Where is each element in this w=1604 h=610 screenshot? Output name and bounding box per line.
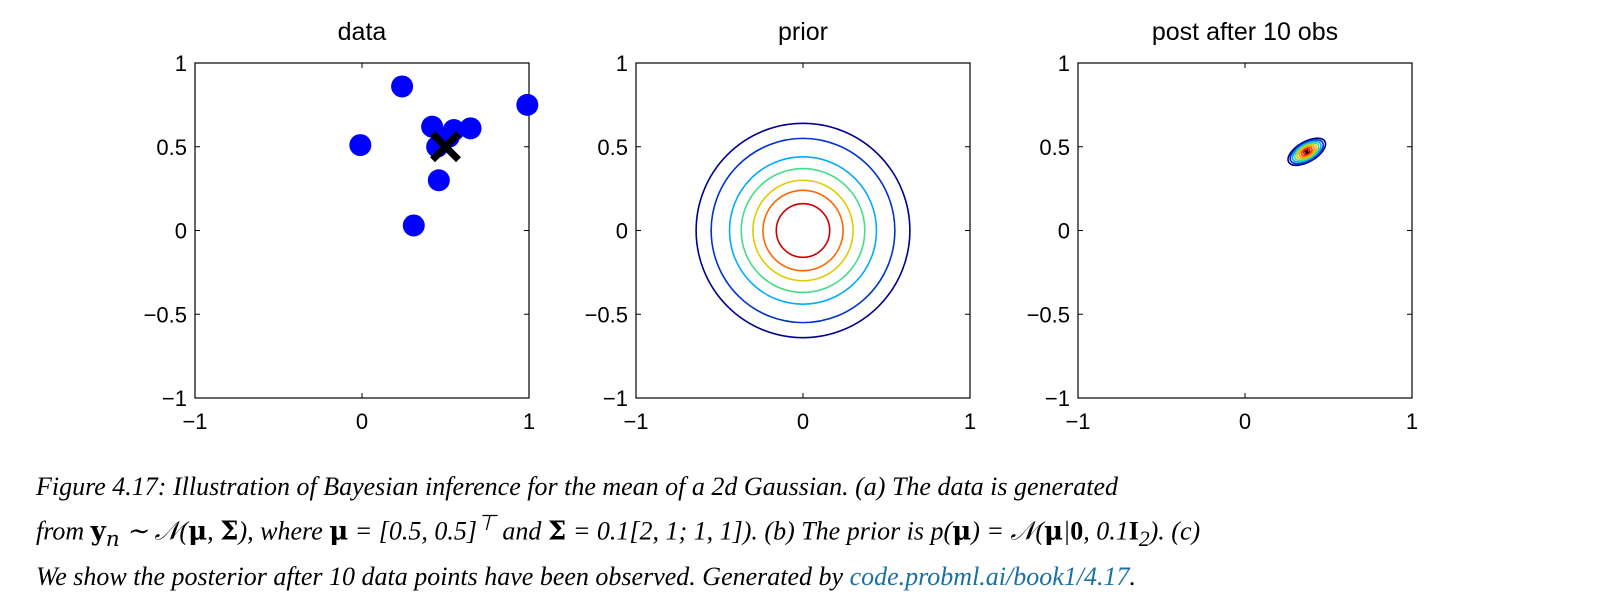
data-point bbox=[516, 93, 539, 116]
y-tick-label: 0.5 bbox=[156, 135, 187, 160]
math-transpose: ⊤ bbox=[477, 511, 496, 535]
data-points bbox=[349, 75, 539, 237]
contour-line bbox=[695, 122, 911, 339]
axis-ticks: −1 0 1 1 0.5 0 −0.5 −1 bbox=[1027, 51, 1419, 434]
caption-text: = [0.5, 0.5] bbox=[348, 516, 478, 546]
caption-text: . bbox=[1129, 561, 1137, 591]
data-point bbox=[421, 115, 444, 138]
y-tick-label: 1 bbox=[1058, 51, 1070, 76]
y-tick-label: −1 bbox=[162, 386, 187, 411]
y-tick-label: 1 bbox=[616, 51, 628, 76]
y-tick-label: −0.5 bbox=[585, 302, 628, 327]
caption-line-3: We show the posterior after 10 data poin… bbox=[36, 558, 1576, 595]
axes-box bbox=[194, 62, 530, 399]
panel-title: data bbox=[338, 18, 387, 46]
math-identity: I bbox=[1128, 516, 1139, 546]
y-tick-label: 0.5 bbox=[1039, 135, 1070, 160]
contour-line bbox=[710, 137, 896, 324]
contour-line bbox=[1287, 137, 1327, 167]
prior-contours bbox=[695, 122, 911, 339]
contour-line bbox=[1289, 138, 1325, 165]
data-point bbox=[391, 75, 414, 98]
y-tick-label: −0.5 bbox=[1027, 302, 1070, 327]
axes-box bbox=[1077, 62, 1413, 399]
data-point bbox=[427, 169, 450, 192]
x-tick-label: 0 bbox=[1239, 409, 1251, 434]
y-tick-label: 1 bbox=[175, 51, 187, 76]
y-tick-label: 0 bbox=[175, 219, 187, 244]
y-tick-label: 0.5 bbox=[597, 135, 628, 160]
figure: data −1 0 1 1 0.5 0 −0.5 −1 prior −1 0 1 1 0.5 0 −0.5… bbox=[144, 18, 1419, 434]
caption-text: = 0.1[2, 1; 1, 1]). (b) The prior is p( bbox=[566, 516, 953, 546]
x-tick-label: −1 bbox=[1065, 409, 1090, 434]
code-link[interactable]: code.probml.ai/book1/4.17 bbox=[849, 561, 1130, 591]
true-mean-marker bbox=[430, 131, 461, 163]
panel-title: post after 10 obs bbox=[1152, 18, 1338, 46]
caption-line-1: Figure 4.17: Illustration of Bayesian in… bbox=[36, 472, 1118, 501]
data-point bbox=[349, 134, 372, 157]
x-tick-label: 1 bbox=[964, 409, 976, 434]
math-subscript-n: n bbox=[105, 526, 120, 552]
x-tick-label: 0 bbox=[356, 409, 368, 434]
math-mu: μ bbox=[188, 516, 208, 547]
contour-line bbox=[728, 156, 878, 305]
data-point bbox=[402, 214, 425, 237]
y-tick-label: −0.5 bbox=[144, 302, 187, 327]
data-point bbox=[459, 117, 482, 140]
caption-text: | bbox=[1063, 516, 1071, 546]
caption-text: from bbox=[36, 516, 91, 546]
contour-line bbox=[1300, 147, 1313, 157]
axis-ticks: −1 0 1 1 0.5 0 −0.5 −1 bbox=[585, 51, 977, 434]
y-tick-label: 0 bbox=[1058, 219, 1070, 244]
caption-text: , bbox=[207, 516, 221, 546]
panel-prior: prior −1 0 1 1 0.5 0 −0.5 −1 bbox=[585, 18, 977, 434]
contour-line bbox=[1291, 140, 1322, 163]
math-subscript-2: 2 bbox=[1138, 526, 1150, 551]
caption-text: We show the posterior after 10 data poin… bbox=[36, 561, 850, 591]
math-mu: μ bbox=[1044, 516, 1064, 547]
caption-line-2: from yn ∼ 𝒩(μ, Σ), where μ = [0.5, 0.5]⊤… bbox=[36, 505, 1576, 558]
x-tick-label: 0 bbox=[797, 409, 809, 434]
panel-posterior: post after 10 obs −1 0 1 1 0.5 0 −0.5 −1 bbox=[1027, 18, 1419, 434]
y-tick-label: 0 bbox=[616, 219, 628, 244]
contour-line bbox=[1302, 148, 1311, 155]
contour-line bbox=[1298, 145, 1316, 159]
x-tick-label: −1 bbox=[623, 409, 648, 434]
contour-line bbox=[752, 179, 854, 282]
caption-text: ∼ 𝒩( bbox=[119, 516, 189, 546]
contour-line bbox=[1296, 143, 1318, 160]
panel-title: prior bbox=[778, 18, 828, 46]
posterior-contours bbox=[1287, 137, 1327, 167]
math-sigma: Σ bbox=[547, 516, 567, 547]
math-mu: μ bbox=[329, 516, 349, 547]
math-y: y bbox=[90, 516, 106, 547]
math-zero-vector: 0 bbox=[1070, 516, 1084, 546]
caption-text: ), where bbox=[238, 516, 330, 546]
contour-line bbox=[762, 189, 844, 272]
contour-line bbox=[775, 202, 831, 259]
axis-ticks: −1 0 1 1 0.5 0 −0.5 −1 bbox=[144, 51, 536, 434]
x-tick-label: −1 bbox=[182, 409, 207, 434]
caption-text: , 0.1 bbox=[1083, 516, 1129, 546]
math-sigma: Σ bbox=[220, 516, 239, 547]
x-tick-label: 1 bbox=[1406, 409, 1418, 434]
contour-line bbox=[1305, 150, 1309, 154]
figure-caption: Figure 4.17: Illustration of Bayesian in… bbox=[36, 468, 1576, 595]
panel-data: data −1 0 1 1 0.5 0 −0.5 −1 bbox=[144, 18, 539, 434]
axes-box bbox=[635, 62, 971, 399]
y-tick-label: −1 bbox=[603, 386, 628, 411]
contour-line bbox=[1293, 142, 1320, 162]
caption-text: ) = 𝒩( bbox=[971, 516, 1044, 546]
caption-text: and bbox=[495, 516, 548, 546]
x-tick-label: 1 bbox=[523, 409, 535, 434]
contour-line bbox=[740, 167, 866, 294]
caption-text: ). (c) bbox=[1149, 516, 1201, 546]
y-tick-label: −1 bbox=[1045, 386, 1070, 411]
math-mu: μ bbox=[952, 516, 972, 547]
